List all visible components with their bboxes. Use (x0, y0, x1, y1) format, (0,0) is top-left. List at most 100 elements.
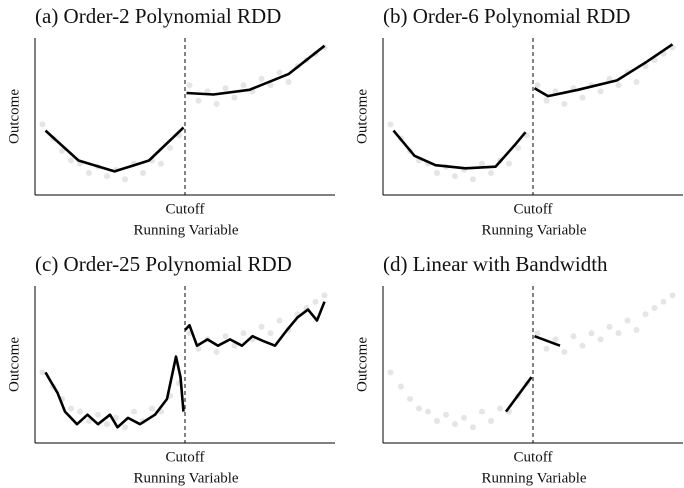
scatter-point (276, 69, 283, 76)
scatter-point (452, 173, 458, 180)
scatter-point (68, 157, 74, 164)
scatter-point (267, 82, 274, 89)
scatter-point (561, 100, 568, 107)
scatter-point (624, 317, 631, 324)
scatter-point (258, 75, 265, 82)
scatter-point (86, 418, 92, 425)
scatter-point (506, 160, 512, 167)
y-axis-label: Outcome (6, 89, 22, 144)
scatter-point (387, 121, 394, 128)
scatter-point (479, 160, 485, 167)
scatter-point (39, 121, 46, 128)
scatter-point (570, 333, 577, 340)
scatter-point (213, 348, 220, 355)
scatter-point (195, 97, 202, 104)
x-tick-label: Cutoff (166, 449, 205, 465)
scatter-point (122, 424, 128, 431)
scatter-point (321, 292, 328, 299)
scatter-point (434, 170, 440, 177)
scatter-point (561, 348, 568, 355)
scatter-point (231, 94, 238, 101)
scatter-point (213, 100, 220, 107)
scatter-point (633, 326, 640, 333)
scatter-point (258, 323, 265, 330)
fit-line (392, 129, 527, 170)
scatter-point (95, 411, 101, 418)
scatter-point (452, 421, 458, 428)
scatter-point (488, 170, 494, 177)
scatter-point (86, 170, 92, 177)
scatter-point (470, 424, 476, 431)
scatter-point (407, 396, 413, 403)
scatter-point (597, 88, 604, 95)
scatter-point (470, 176, 476, 183)
scatter-point (68, 405, 74, 412)
panel-title: (a) Order-2 Polynomial RDD (35, 4, 281, 28)
x-axis-label: Running Variable (481, 470, 586, 486)
scatter-point (606, 323, 613, 330)
scatter-point (597, 336, 604, 343)
fit-line (534, 334, 561, 347)
scatter-point (606, 75, 613, 82)
scatter-point (543, 345, 550, 352)
scatter-point (240, 330, 247, 337)
scatter-point (39, 369, 46, 376)
scatter-point (552, 88, 559, 95)
fit-line (186, 44, 326, 96)
scatter-point (267, 330, 274, 337)
x-axis-label: Running Variable (481, 222, 586, 238)
scatter-point (461, 414, 467, 421)
scatter-point (579, 342, 586, 349)
scatter-point (222, 85, 229, 92)
x-tick-label: Cutoff (514, 449, 553, 465)
fit-line (533, 43, 674, 98)
scatter-point (131, 408, 137, 415)
y-axis-label: Outcome (354, 337, 370, 392)
x-tick-label: Cutoff (166, 201, 205, 217)
scatter-point (515, 144, 521, 151)
scatter-point (312, 298, 319, 305)
scatter-point (434, 418, 440, 425)
scatter-point (615, 330, 622, 337)
scatter-point (398, 383, 404, 390)
panel-title: (d) Linear with Bandwidth (383, 252, 608, 276)
scatter-point (186, 82, 193, 89)
scatter-point (425, 408, 431, 415)
x-axis-label: Running Variable (133, 222, 238, 238)
scatter-point (416, 405, 422, 412)
x-axis-label: Running Variable (133, 470, 238, 486)
y-axis-label: Outcome (6, 337, 22, 392)
y-axis-label: Outcome (354, 89, 370, 144)
scatter-point (222, 333, 229, 340)
scatter-point (588, 330, 595, 337)
scatter-point (479, 408, 485, 415)
scatter-point (615, 82, 622, 89)
scatter-point (77, 408, 83, 415)
fit-line (504, 376, 533, 413)
scatter-point (276, 317, 283, 324)
scatter-point (104, 173, 110, 180)
scatter-point (534, 82, 541, 89)
scatter-point (443, 411, 449, 418)
scatter-point (534, 330, 541, 337)
scatter-point (122, 176, 128, 183)
scatter-point (579, 94, 586, 101)
scatter-point (488, 418, 494, 425)
x-tick-label: Cutoff (514, 201, 553, 217)
scatter-point (651, 304, 658, 311)
scatter-point (231, 342, 238, 349)
fit-line (44, 126, 185, 173)
scatter-point (642, 311, 649, 318)
scatter-point (285, 78, 292, 85)
scatter-point (633, 78, 640, 85)
scatter-point (104, 421, 110, 428)
panel-title: (c) Order-25 Polynomial RDD (35, 252, 292, 276)
scatter-point (660, 298, 667, 305)
fit-line (184, 301, 326, 347)
scatter-point (669, 292, 676, 299)
scatter-point (195, 345, 202, 352)
scatter-point (158, 160, 164, 167)
scatter-point (543, 97, 550, 104)
scatter-point (497, 405, 503, 412)
